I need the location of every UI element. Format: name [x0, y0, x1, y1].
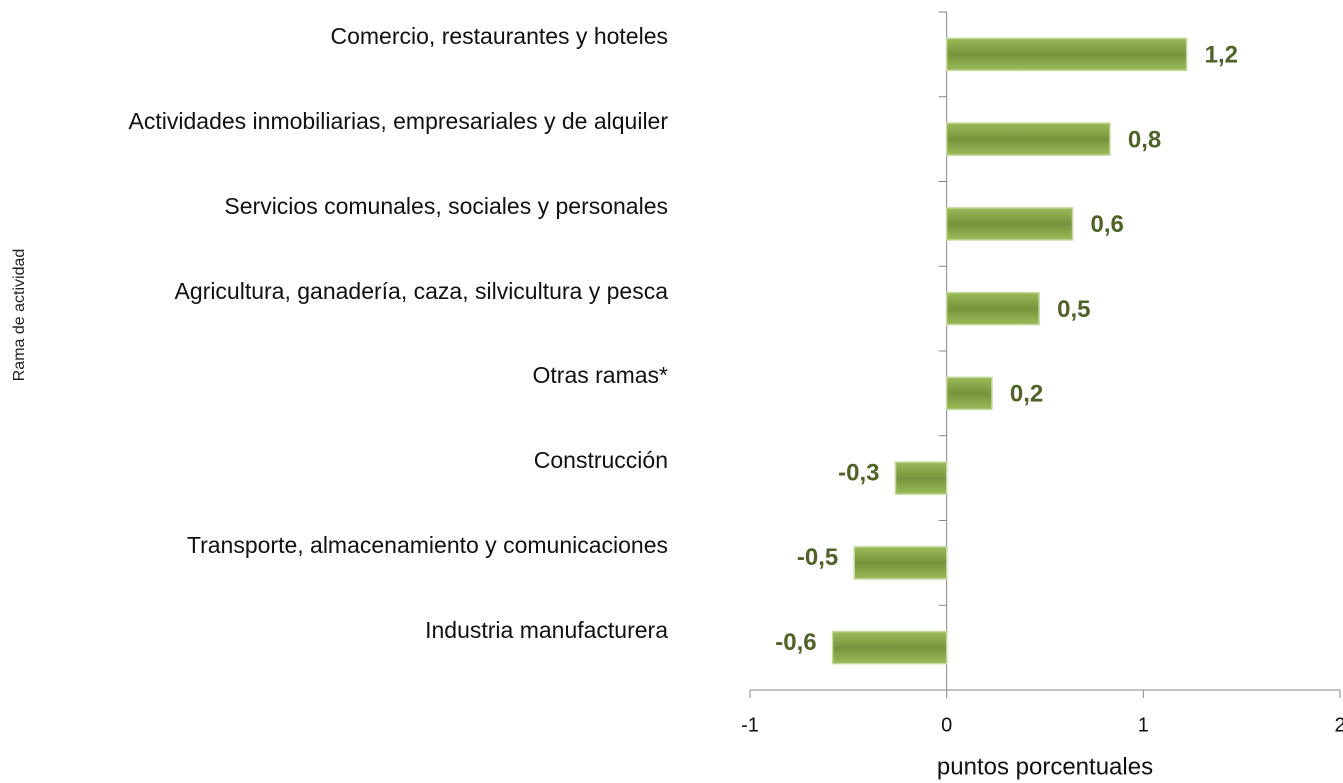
bar — [853, 546, 948, 580]
value-label: 0,6 — [1091, 211, 1124, 238]
value-label: -0,6 — [775, 629, 816, 656]
category-label: Servicios comunales, sociales y personal… — [0, 191, 668, 221]
category-text: Industria manufacturera — [425, 616, 668, 643]
category-text: Actividades inmobiliarias, empresariales… — [128, 108, 668, 135]
value-label: 0,8 — [1128, 126, 1161, 153]
value-label: -0,5 — [797, 544, 838, 571]
category-label: Otras ramas* — [0, 360, 668, 390]
x-tick-label: -1 — [741, 714, 759, 736]
bar — [831, 630, 948, 665]
category-text: Transporte, almacenamiento y comunicacio… — [186, 531, 668, 558]
category-text: Construcción — [533, 447, 668, 474]
category-label: Industria manufacturera — [0, 615, 668, 645]
category-label: Transporte, almacenamiento y comunicacio… — [0, 530, 668, 560]
bar — [945, 207, 1074, 241]
x-axis-title: puntos porcentuales — [937, 753, 1153, 780]
category-text: Comercio, restaurantes y hoteles — [330, 23, 669, 50]
category-text: Agricultura, ganadería, caza, silvicultu… — [174, 277, 668, 304]
x-tick-label: 0 — [941, 714, 952, 736]
value-label: 1,2 — [1205, 42, 1238, 69]
bar — [945, 291, 1040, 326]
category-label: Actividades inmobiliarias, empresariales… — [0, 106, 668, 136]
bar — [945, 122, 1111, 156]
category-label: Comercio, restaurantes y hoteles — [0, 21, 669, 51]
category-text: Servicios comunales, sociales y personal… — [224, 192, 668, 219]
value-label: 0,2 — [1010, 381, 1043, 408]
value-label: -0,3 — [838, 459, 879, 486]
category-label: Agricultura, ganadería, caza, silvicultu… — [0, 276, 668, 306]
x-tick-label: 2 — [1334, 714, 1343, 736]
value-label: 0,5 — [1057, 296, 1090, 323]
category-label: Construcción — [0, 445, 668, 475]
bar — [945, 376, 993, 411]
x-tick-label: 1 — [1138, 714, 1149, 736]
bar — [945, 37, 1188, 72]
y-axis-title: Rama de actividad — [11, 249, 28, 382]
bar — [894, 461, 948, 495]
category-text: Otras ramas* — [532, 362, 668, 389]
